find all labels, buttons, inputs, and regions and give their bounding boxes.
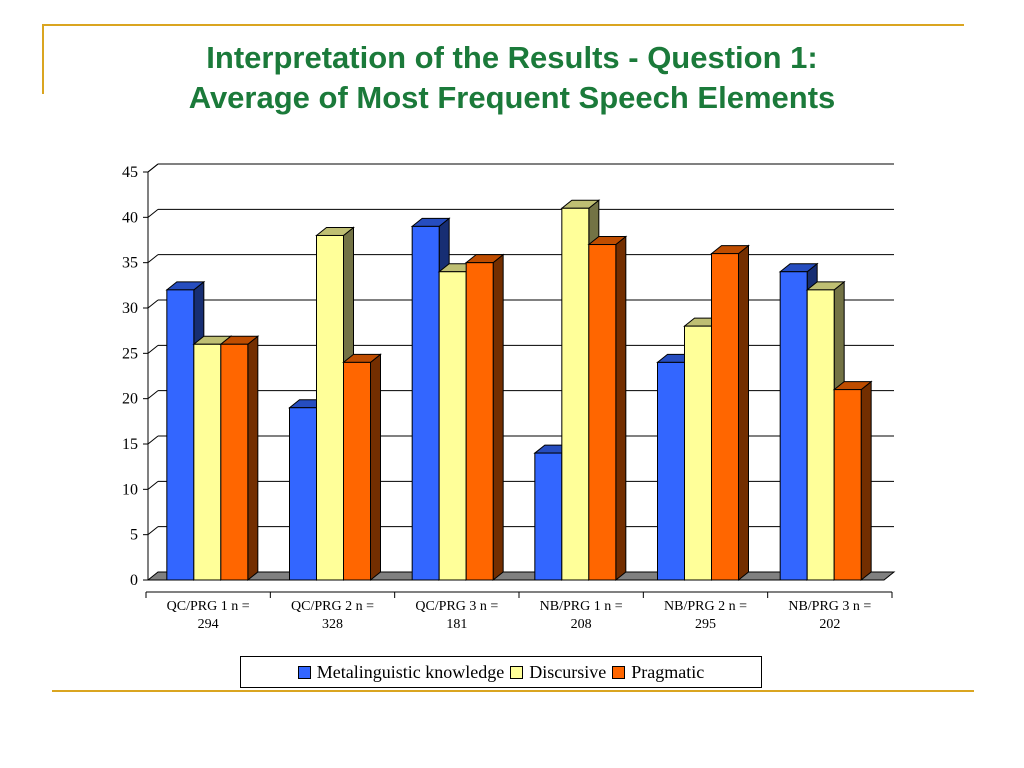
x-category-label: 208 <box>571 617 592 632</box>
gridline-depth <box>147 208 159 218</box>
legend-swatch <box>510 665 524 679</box>
x-category-label: NB/PRG 1 n = <box>540 599 623 614</box>
bar-pragmatic <box>588 244 617 581</box>
bar-side-pragmatic <box>370 353 381 582</box>
x-category-label: QC/PRG 1 n = <box>167 599 250 614</box>
bar-discursive <box>561 207 590 581</box>
y-tick-label: 15 <box>122 436 138 453</box>
gridline-depth <box>147 254 159 264</box>
y-tick-label: 5 <box>130 527 138 544</box>
bar-discursive <box>684 325 712 581</box>
bar-side-pragmatic <box>615 235 627 582</box>
legend-item: Discursive <box>510 662 606 683</box>
bar-metalinguistic-knowledge <box>657 361 685 581</box>
x-category-label: 328 <box>322 617 343 632</box>
plot-background <box>148 164 894 580</box>
legend-label: Metalinguistic knowledge <box>316 661 505 682</box>
bar-metalinguistic-knowledge <box>534 452 563 581</box>
legend-item: Metalinguistic knowledge <box>297 661 505 683</box>
bar-discursive <box>316 234 344 581</box>
bar-side-pragmatic <box>492 253 504 582</box>
y-tick-label: 25 <box>122 345 138 362</box>
gridline-depth <box>147 480 159 490</box>
bar-pragmatic <box>343 361 371 581</box>
bottom-accent-line <box>52 690 974 692</box>
x-category-label: 294 <box>198 617 219 632</box>
title-line-2: Average of Most Frequent Speech Elements <box>188 80 836 115</box>
x-category-label: NB/PRG 3 n = <box>788 599 871 614</box>
y-tick-label: 0 <box>130 572 138 589</box>
gridline-depth <box>147 435 159 445</box>
legend-label: Discursive <box>529 661 607 682</box>
legend-swatch <box>297 665 311 679</box>
y-tick-label: 45 <box>122 164 138 181</box>
left-accent-line <box>42 24 44 94</box>
bar-side-pragmatic <box>738 244 749 582</box>
x-category-label: 181 <box>446 617 467 632</box>
gridline-depth <box>147 526 159 536</box>
bar-metalinguistic-knowledge <box>289 407 317 581</box>
x-category-label: QC/PRG 3 n = <box>415 599 498 614</box>
bar-metalinguistic-knowledge <box>779 271 808 581</box>
legend-swatch <box>612 665 626 679</box>
title-line-1: Interpretation of the Results - Question… <box>206 40 818 75</box>
x-category-label: NB/PRG 2 n = <box>664 599 747 614</box>
slide-title: Interpretation of the Results - Question… <box>0 38 1024 118</box>
bar-pragmatic <box>711 253 739 581</box>
bar-side-pragmatic <box>860 380 872 582</box>
x-category-label: QC/PRG 2 n = <box>291 599 374 614</box>
y-axis-top-depth <box>147 163 159 173</box>
bar-metalinguistic-knowledge <box>166 289 195 581</box>
bar-metalinguistic-knowledge <box>411 225 440 581</box>
gridline-depth <box>147 299 159 309</box>
legend-item: Pragmatic <box>612 662 704 683</box>
x-category-label: 295 <box>695 617 716 632</box>
y-tick-label: 40 <box>122 209 138 226</box>
y-tick-label: 35 <box>122 255 138 272</box>
bar-discursive <box>806 289 835 581</box>
bar-discursive <box>193 343 222 581</box>
bar-pragmatic <box>465 262 494 581</box>
gridline-depth <box>147 344 159 354</box>
bar-pragmatic <box>220 343 249 581</box>
y-tick-label: 20 <box>122 391 138 408</box>
chart-legend: Metalinguistic knowledge Discursive Pragma… <box>240 656 762 688</box>
bar-side-pragmatic <box>247 335 259 582</box>
y-tick-label: 30 <box>122 300 138 317</box>
legend-label: Pragmatic <box>631 661 705 682</box>
top-accent-line <box>42 24 964 26</box>
x-category-label: 202 <box>819 617 840 632</box>
bar-pragmatic <box>833 389 862 581</box>
bar-discursive <box>438 271 467 581</box>
y-tick-label: 10 <box>122 481 138 498</box>
gridline-depth <box>147 390 159 400</box>
